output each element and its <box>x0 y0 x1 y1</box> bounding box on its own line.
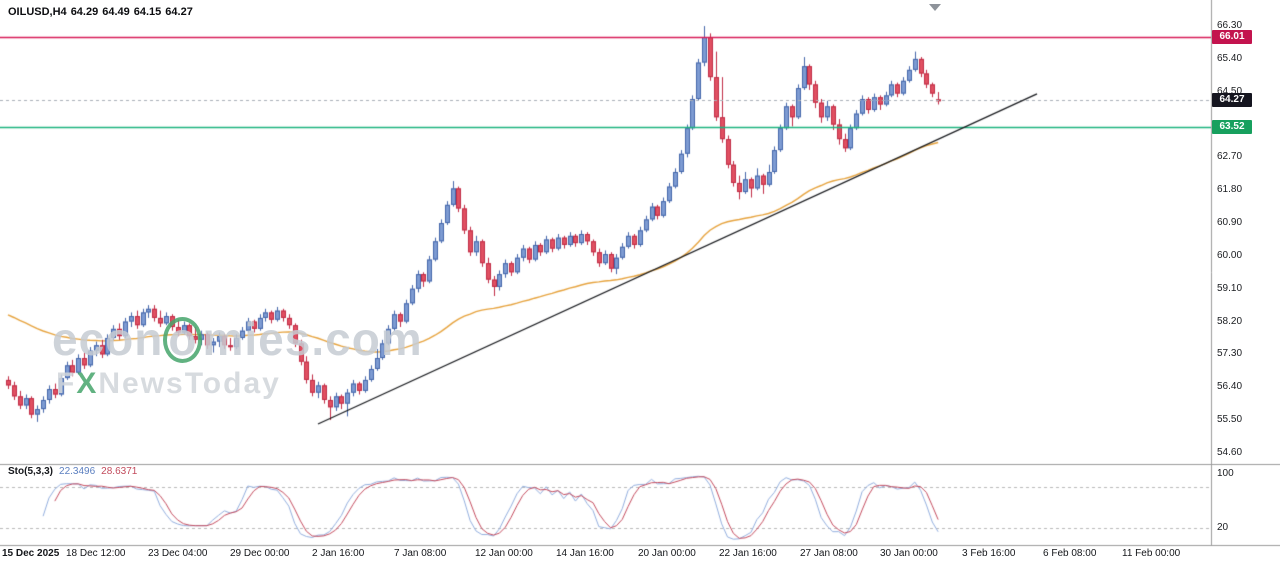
price-tick-label: 66.30 <box>1217 20 1243 32</box>
ohlc-open: 64.29 <box>70 6 99 18</box>
ohlc-low: 64.15 <box>133 6 162 18</box>
price-tick-label: 61.80 <box>1217 184 1243 196</box>
price-tick-label: 60.00 <box>1217 249 1243 261</box>
price-tick-label: 58.20 <box>1217 315 1243 327</box>
price-tick-label: 65.40 <box>1217 52 1243 64</box>
indicator-value-k: 22.3496 <box>59 466 96 477</box>
date-label: 11 Feb 00:00 <box>1122 548 1181 559</box>
date-label: 7 Jan 08:00 <box>394 548 447 559</box>
date-label: 27 Jan 08:00 <box>800 548 858 559</box>
date-label: 14 Jan 16:00 <box>556 548 614 559</box>
stochastic-axis[interactable]: 100 20 <box>1211 462 1280 546</box>
symbol-timeframe-label: OILUSD,H4 <box>8 6 67 18</box>
price-tick-label: 59.10 <box>1217 282 1243 294</box>
date-label: 18 Dec 12:00 <box>66 548 126 559</box>
price-badge: 66.01 <box>1212 29 1252 44</box>
stochastic-label: Sto(5,3,3) 22.3496 28.6371 <box>8 466 137 477</box>
date-label: 2 Jan 16:00 <box>312 548 365 559</box>
date-label: 29 Dec 00:00 <box>230 548 290 559</box>
date-label: 23 Dec 04:00 <box>148 548 208 559</box>
price-tick-label: 56.40 <box>1217 381 1243 393</box>
ohlc-close: 64.27 <box>165 6 193 18</box>
date-label: 12 Jan 00:00 <box>475 548 533 559</box>
date-label: 15 Dec 2025 <box>2 548 60 559</box>
price-tick-label: 57.30 <box>1217 348 1243 360</box>
date-label: 22 Jan 16:00 <box>719 548 777 559</box>
date-label: 6 Feb 08:00 <box>1043 548 1097 559</box>
price-tick-label: 54.60 <box>1217 446 1243 458</box>
chart-title: OILUSD,H4 64.29 64.49 64.15 64.27 <box>8 6 197 18</box>
date-label: 20 Jan 00:00 <box>638 548 696 559</box>
indicator-value-d: 28.6371 <box>101 466 138 477</box>
time-axis[interactable]: 15 Dec 2025 18 Dec 12:00 23 Dec 04:00 29 De… <box>0 548 1280 566</box>
price-axis[interactable]: 66.30 65.40 64.50 62.70 61.80 60.90 60.00 59.10… <box>1211 0 1280 546</box>
price-badge: 63.52 <box>1212 120 1252 135</box>
price-badge: 64.27 <box>1212 93 1252 108</box>
chart-shift-marker-icon[interactable] <box>929 4 941 11</box>
price-tick-label: 62.70 <box>1217 151 1243 163</box>
indicator-name: Sto(5,3,3) <box>8 466 54 477</box>
price-tick-label: 55.50 <box>1217 414 1243 426</box>
date-label: 3 Feb 16:00 <box>962 548 1016 559</box>
price-tick-label: 60.90 <box>1217 217 1243 229</box>
ohlc-high: 64.49 <box>102 6 130 18</box>
stochastic-tick-label: 20 <box>1217 521 1229 533</box>
date-label: 30 Jan 00:00 <box>880 548 938 559</box>
stochastic-tick-label: 100 <box>1217 468 1234 479</box>
price-tick-label: 64.50 <box>1217 85 1243 97</box>
